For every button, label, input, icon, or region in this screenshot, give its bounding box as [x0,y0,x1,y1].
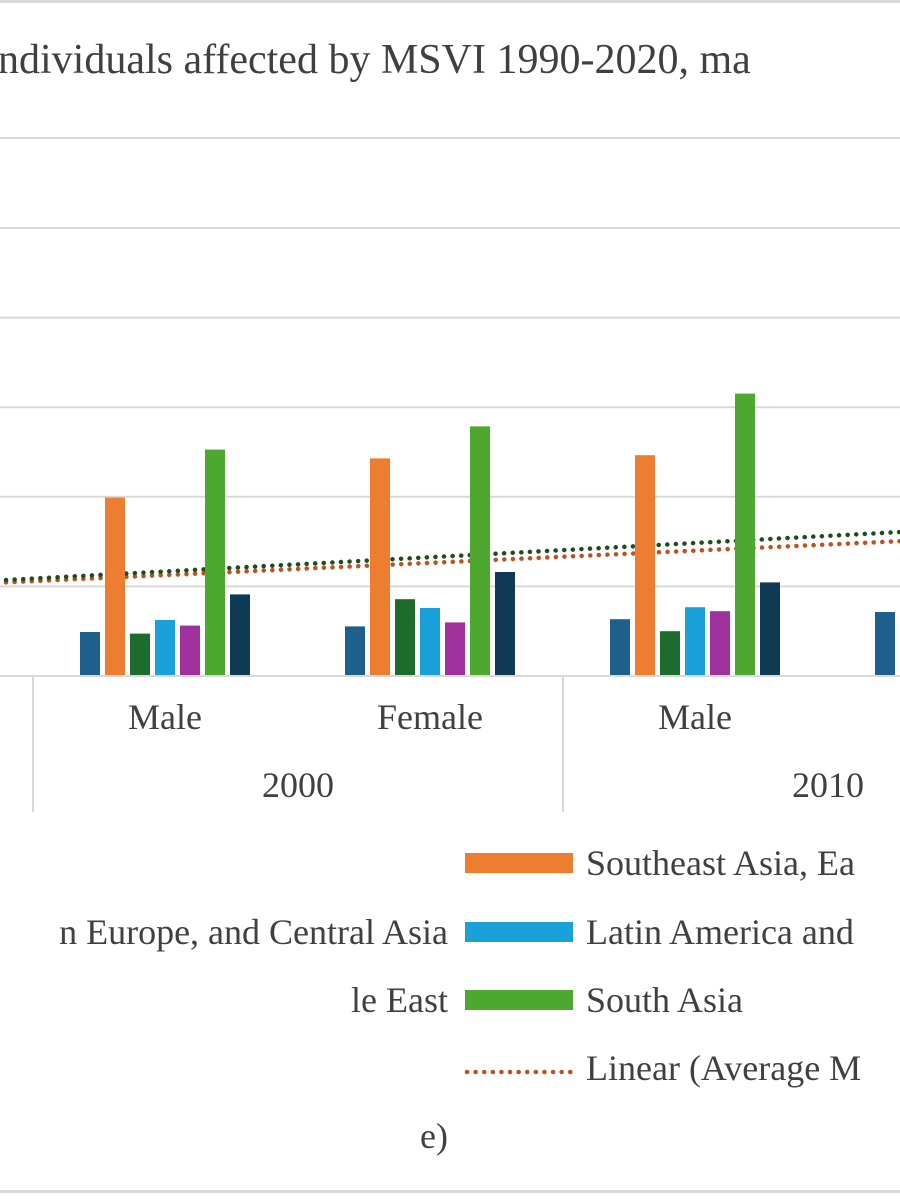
bar [445,622,465,676]
legend-text: South Asia [586,980,743,1020]
chart-border-top [0,0,900,3]
legend-text: le East [351,980,448,1020]
bar [875,612,895,676]
gridlines [0,137,900,588]
legend-text: Linear (Average M [586,1048,861,1088]
bar [685,607,705,676]
bar [370,458,390,676]
chart-border-bottom [0,1190,900,1193]
legend-text: n Europe, and Central Asia [59,912,448,952]
bar [420,608,440,676]
bar [495,572,515,676]
legend: n Europe, and Central Asia le East e) South… [59,843,861,1156]
bar [345,626,365,676]
bars [80,393,895,676]
tick-label: Male [658,697,732,737]
tick-label: Male [128,697,202,737]
legend-swatch [465,922,573,942]
bar [180,625,200,676]
bar [230,594,250,676]
chart-title: ndividuals affected by MSVI 1990-2020, m… [0,37,751,83]
legend-swatch [465,853,573,873]
bar [130,633,150,676]
bar [610,619,630,676]
category-axis: MaleFemale2000MaleF2010 [0,675,900,812]
bar [760,582,780,676]
group-label: 2010 [792,765,864,805]
bar [635,455,655,676]
bar [105,497,125,676]
bar [470,426,490,676]
trendline [3,538,900,585]
trendline [3,529,900,583]
bar [155,620,175,676]
bar [660,631,680,676]
bar [735,393,755,676]
bar [395,599,415,676]
legend-text: e) [420,1116,448,1156]
legend-swatch [465,990,573,1010]
bar [80,632,100,676]
bar [205,449,225,676]
bar [710,611,730,676]
group-label: 2000 [262,765,334,805]
tick-label: Female [377,697,483,737]
legend-text: Latin America and [586,912,854,952]
trendlines [3,529,900,585]
legend-text: Southeast Asia, Ea [586,843,855,883]
